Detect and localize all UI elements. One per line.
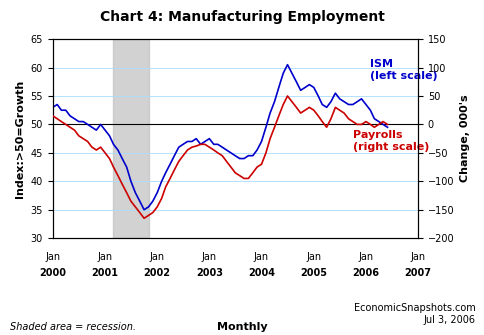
Text: Payrolls
(right scale): Payrolls (right scale) (352, 130, 428, 152)
Text: EconomicSnapshots.com
Jul 3, 2006: EconomicSnapshots.com Jul 3, 2006 (353, 304, 474, 325)
Bar (113, 39, 148, 238)
Text: Jan: Jan (45, 252, 60, 262)
Text: Jan: Jan (97, 252, 112, 262)
Text: Jan: Jan (254, 252, 269, 262)
Text: Chart 4: Manufacturing Employment: Chart 4: Manufacturing Employment (100, 10, 384, 24)
Text: ISM
(left scale): ISM (left scale) (370, 59, 437, 81)
Text: Jan: Jan (305, 252, 321, 262)
Text: Monthly: Monthly (217, 322, 267, 332)
Text: 2001: 2001 (91, 268, 118, 278)
Text: 2003: 2003 (196, 268, 223, 278)
Text: Jan: Jan (358, 252, 373, 262)
Text: 2002: 2002 (143, 268, 170, 278)
Text: 2005: 2005 (300, 268, 327, 278)
Text: 2007: 2007 (404, 268, 431, 278)
Text: Shaded area = recession.: Shaded area = recession. (10, 322, 136, 332)
Text: 2006: 2006 (352, 268, 378, 278)
Text: Jan: Jan (150, 252, 165, 262)
Y-axis label: Change, 000's: Change, 000's (459, 95, 469, 183)
Text: 2004: 2004 (247, 268, 274, 278)
Y-axis label: Index:>50=Growth: Index:>50=Growth (15, 79, 25, 198)
Text: Jan: Jan (409, 252, 425, 262)
Text: 2000: 2000 (39, 268, 66, 278)
Text: Jan: Jan (201, 252, 216, 262)
